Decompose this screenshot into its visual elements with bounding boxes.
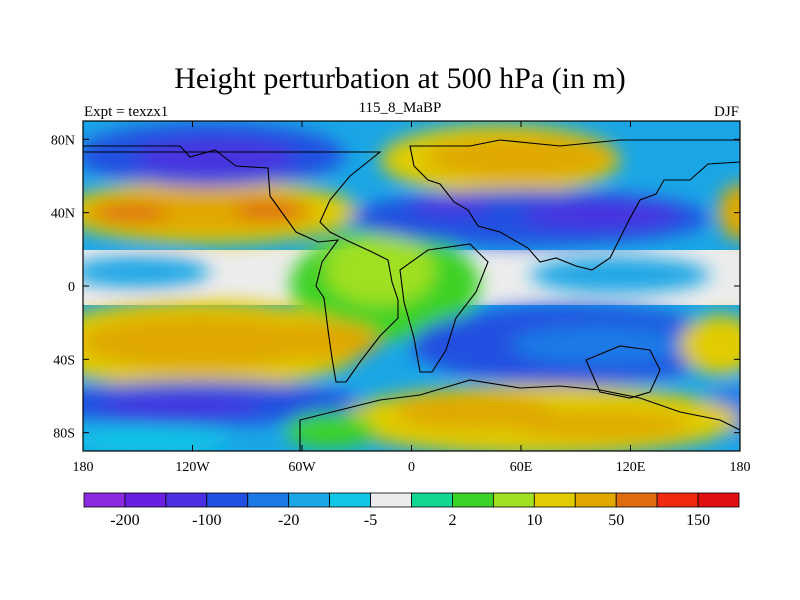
colorbar-label: 10 (526, 512, 542, 529)
colorbar-swatch (83, 492, 126, 508)
lon-tick-label: 120W (175, 460, 210, 475)
colorbar-label: 50 (608, 512, 624, 529)
colorbar-swatch (411, 492, 453, 508)
colorbar-swatch (574, 492, 617, 508)
colorbar-label: 2 (448, 512, 456, 529)
lon-tick-label: 180 (73, 460, 94, 475)
colorbar-swatch (492, 492, 535, 508)
colorbar-swatch (288, 492, 331, 508)
colorbar-swatch (615, 492, 658, 508)
colorbar-label: -5 (364, 512, 377, 529)
colorbar-swatch (165, 492, 208, 508)
colorbar-swatch (329, 492, 371, 508)
map-panel: 80N 40N 0 40S 80S 180 120W 60W 0 60E 120E 180 (51, 120, 751, 475)
colorbar-label: -100 (192, 512, 221, 529)
lat-tick-label: 40N (51, 207, 75, 222)
lon-tick-label: 180 (730, 460, 751, 475)
lon-tick-label: 60W (288, 460, 316, 475)
plot-title: Height perturbation at 500 hPa (in m) (174, 62, 626, 95)
lon-tick-label: 120E (616, 460, 646, 475)
lat-tick-label: 80N (51, 133, 75, 148)
experiment-label: Expt = texzx1 (84, 104, 169, 120)
colorbar-label: 150 (686, 512, 710, 529)
lon-tick-label: 0 (408, 460, 415, 475)
lat-tick-label: 80S (53, 427, 75, 442)
colorbar-label: -200 (110, 512, 139, 529)
colorbar-swatch (533, 492, 576, 508)
longitude-axis: 180 120W 60W 0 60E 120E 180 (73, 121, 751, 475)
colorbar-swatch (247, 492, 290, 508)
coastlines (83, 139, 740, 451)
colorbar-swatch (656, 492, 699, 508)
season-label: DJF (713, 104, 739, 120)
latitude-axis: 80N 40N 0 40S 80S (51, 133, 740, 442)
colorbar-swatch (370, 492, 412, 508)
colorbar-label: -20 (278, 512, 299, 529)
colorbar-swatch (124, 492, 167, 508)
colorbar-swatch (452, 492, 494, 508)
period-label: 115_8_MaBP (358, 100, 442, 116)
colorbar-swatch (697, 492, 740, 508)
lat-tick-label: 40S (53, 353, 75, 368)
colorbar: -200 -100 -20 -5 2 10 50 150 (83, 492, 740, 529)
colorbar-swatch (206, 492, 249, 508)
lat-tick-label: 0 (68, 280, 75, 295)
lon-tick-label: 60E (510, 460, 533, 475)
